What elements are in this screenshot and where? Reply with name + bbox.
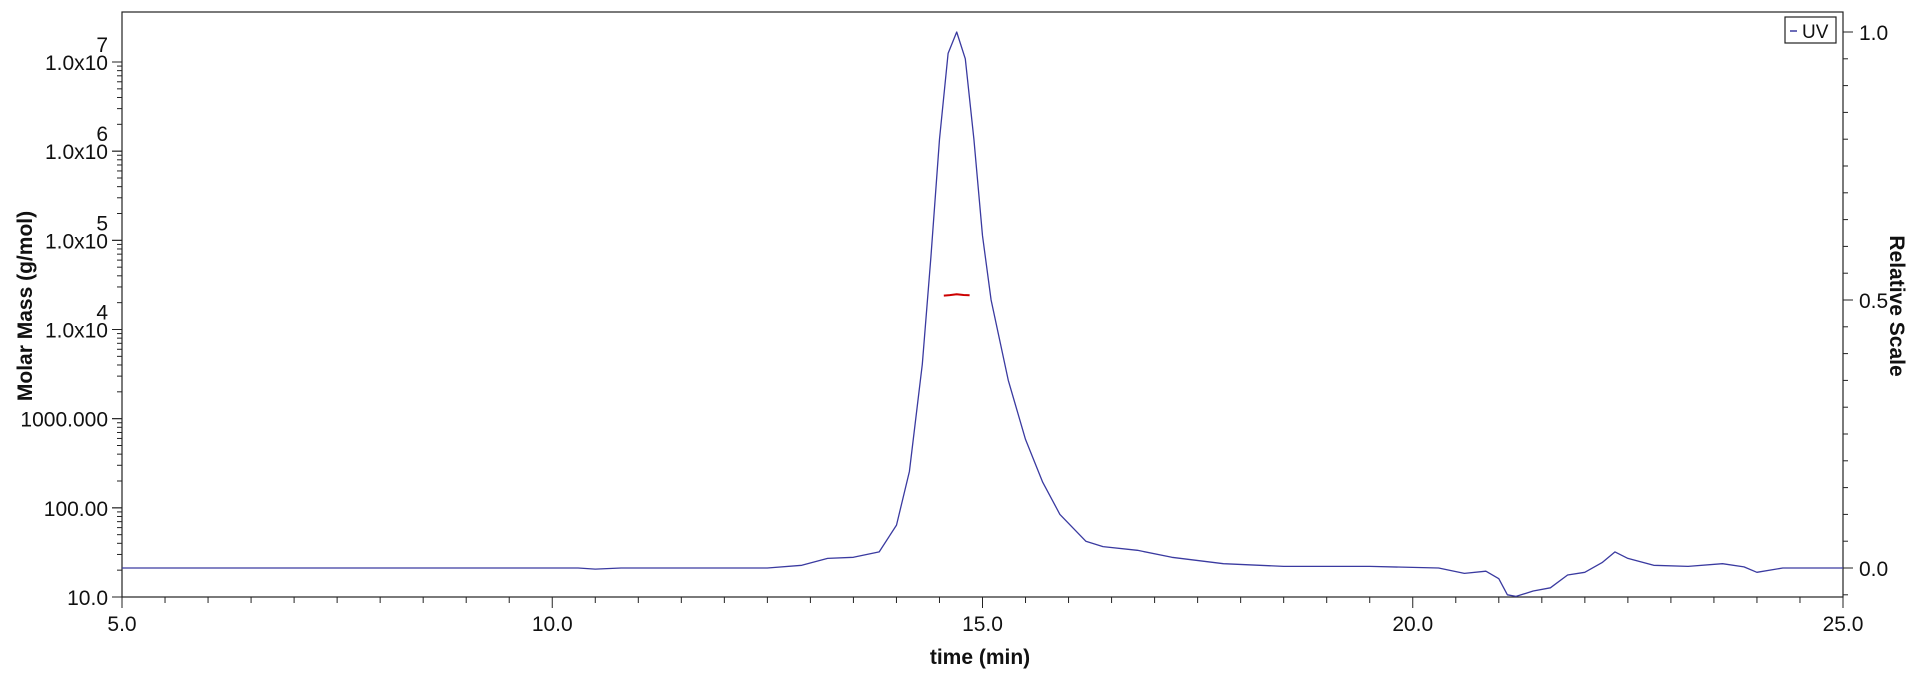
y-left-tick-exponent: 7	[96, 34, 108, 57]
y-left-tick-label: 1.0x10	[45, 320, 108, 343]
y-right-axis: 0.0 0.5 1.0	[1843, 22, 1888, 596]
y-left-tick-label: 1.0x10	[45, 230, 108, 253]
legend: UV	[1784, 16, 1837, 44]
y-right-tick-label: 1.0	[1859, 22, 1888, 45]
molar-mass-series-line	[943, 293, 970, 297]
uv-series-line	[122, 31, 1843, 598]
y-left-tick-label: 1000.000	[20, 409, 108, 432]
y-left-axis: 10.0100.001000.0001.0x1041.0x1051.0x1061…	[20, 34, 122, 610]
x-tick-label: 5.0	[107, 613, 136, 636]
y-left-tick-exponent: 5	[96, 212, 108, 235]
y-right-axis-title: Relative Scale	[1885, 235, 1908, 376]
x-tick-label: 25.0	[1823, 613, 1864, 636]
y-left-tick-label: 10.0	[67, 587, 108, 610]
y-left-axis-title: Molar Mass (g/mol)	[14, 211, 37, 401]
y-right-tick-label: 0.5	[1859, 290, 1888, 313]
y-left-tick-label: 1.0x10	[45, 141, 108, 164]
x-tick-label: 15.0	[962, 613, 1003, 636]
y-right-tick-label: 0.0	[1859, 558, 1888, 581]
plot-frame	[121, 11, 1844, 598]
x-tick-label: 10.0	[532, 613, 573, 636]
x-tick-label: 20.0	[1392, 613, 1433, 636]
series-layer	[122, 31, 1843, 598]
x-axis-title: time (min)	[930, 646, 1030, 669]
plot-border	[121, 11, 1844, 598]
y-left-tick-exponent: 6	[96, 123, 108, 146]
x-axis: 5.0 10.0 15.0 20.0 25.0	[107, 597, 1863, 636]
y-left-tick-exponent: 4	[96, 302, 108, 325]
y-left-tick-label: 100.00	[44, 498, 108, 521]
legend-label-uv: UV	[1802, 22, 1829, 43]
legend-box	[1784, 16, 1837, 44]
y-left-tick-label: 1.0x10	[45, 52, 108, 75]
